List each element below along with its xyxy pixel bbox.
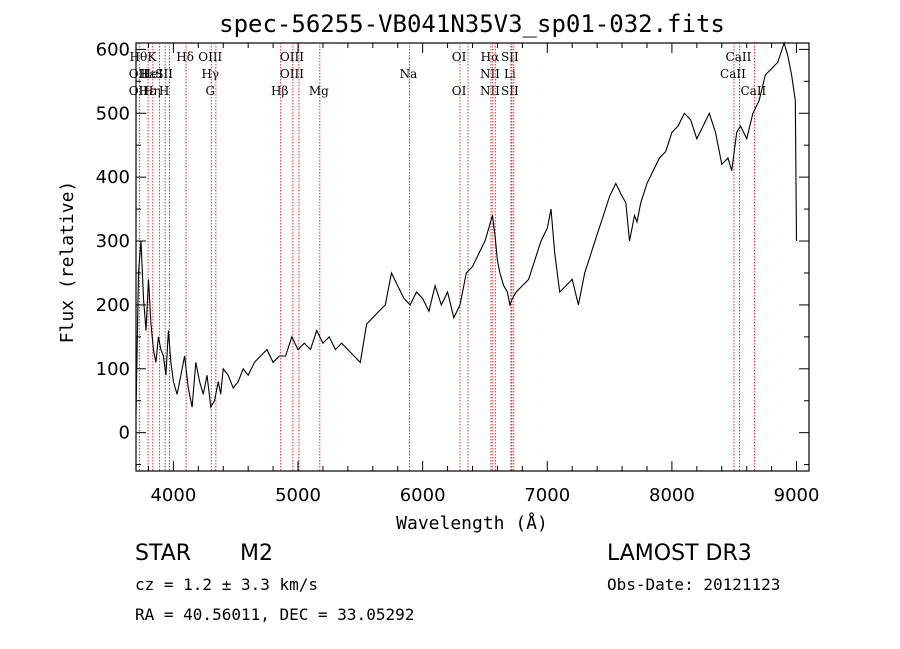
spectrum-line (135, 41, 798, 414)
spectral-line-label: Na (400, 67, 418, 81)
spectral-line-label: SII (155, 67, 173, 81)
x-tick-label: 5000 (275, 485, 321, 506)
spectral-line-label: OIII (280, 50, 304, 64)
spectral-line-label: Li (504, 67, 516, 81)
y-axis-title: Flux (relative) (57, 181, 78, 344)
spectral-line-label: H (159, 84, 169, 98)
obs-date-text: Obs-Date: 20121123 (607, 575, 780, 594)
y-tick-label: 500 (96, 103, 130, 124)
spectral-line-label: OI (452, 50, 467, 64)
spectral-line-label: NII (480, 84, 500, 98)
spectral-line-label: Hθ (130, 50, 148, 64)
chart-title: spec-56255-VB041N35V3_sp01-032.fits (219, 10, 725, 38)
x-tick-label: 9000 (774, 485, 820, 506)
spectral-line-label: Hε (139, 84, 156, 98)
spectral-line-label: SII (501, 84, 519, 98)
spectral-line-label: Mg (309, 84, 329, 98)
spectral-line-label: Hδ (176, 50, 194, 64)
spectral-line-label: CaII (726, 50, 752, 64)
spectral-line-label: G (205, 84, 215, 98)
coordinates-text: RA = 40.56011, DEC = 33.05292 (135, 605, 414, 624)
x-tick-label: 7000 (524, 485, 570, 506)
spectral-line-label: Hα (481, 50, 500, 64)
spectral-line-label: OI (452, 84, 467, 98)
y-tick-label: 300 (96, 231, 130, 252)
spectral-line-label: K (147, 50, 157, 64)
x-tick-label: 4000 (150, 485, 196, 506)
spectral-line-label: HeI (141, 67, 164, 81)
spectral-line-label: OIII (198, 50, 222, 64)
spectrum-series (135, 41, 798, 414)
spectral-line-label: CaII (720, 67, 746, 81)
spectral-line-label: Hβ (271, 84, 288, 98)
spectral-line-label: OII (129, 84, 149, 98)
x-axis-title: Wavelength (Å) (396, 512, 548, 534)
y-tick-label: 0 (119, 423, 130, 444)
y-tick-label: 600 (96, 39, 130, 60)
spectral-line-label: OIII (280, 67, 304, 81)
y-tick-label: 200 (96, 295, 130, 316)
plot-frame (135, 42, 810, 472)
x-tick-label: 8000 (649, 485, 695, 506)
survey-name: LAMOST DR3 (607, 541, 752, 566)
object-class: STAR (135, 541, 191, 566)
y-tick-label: 400 (96, 167, 130, 188)
spectral-line-label: Hγ (201, 67, 219, 81)
spectral-line-label: SII (501, 50, 519, 64)
object-subclass: M2 (240, 541, 273, 566)
spectral-line-label: Hη (143, 84, 161, 98)
x-tick-label: 6000 (400, 485, 446, 506)
spectral-line-label: NII (480, 67, 500, 81)
axis-ticks: 4000 5000 6000 7000 8000 9000 0 100 200 300 400 500… (96, 39, 820, 506)
spectral-line-label: Hε (139, 67, 156, 81)
redshift-text: cz = 1.2 ± 3.3 km/s (135, 575, 318, 594)
y-tick-label: 100 (96, 359, 130, 380)
spectral-line-label: OII (129, 67, 149, 81)
